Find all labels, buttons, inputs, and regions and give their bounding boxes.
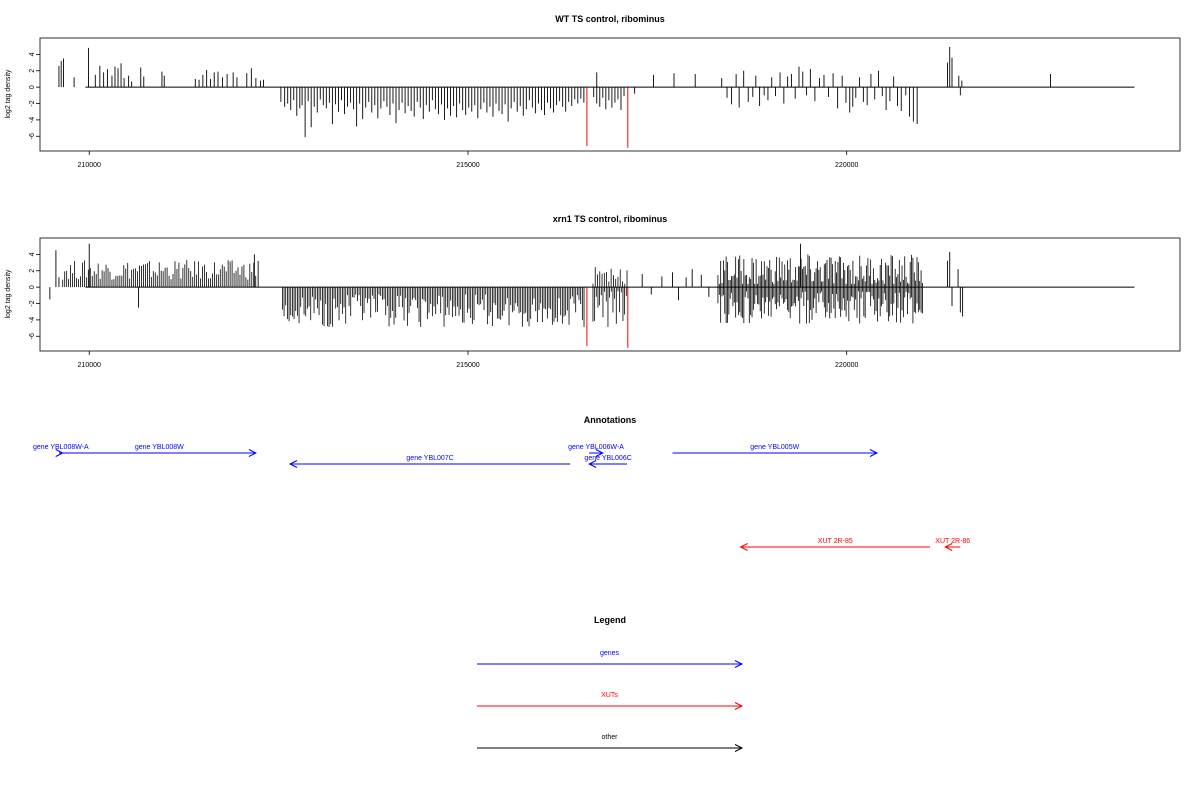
y-tick-label: 4 — [29, 252, 36, 256]
legend: Legend genes XUTs other — [477, 615, 744, 752]
feature-label: gene YBL007C — [406, 455, 453, 462]
feature-xut-2r-86: XUT 2R-86 — [935, 538, 970, 551]
legend-item-other: other — [477, 734, 744, 752]
x-tick-label: 210000 — [78, 162, 101, 169]
y-tick-label: -2 — [29, 300, 36, 306]
y-tick-label: 4 — [29, 52, 36, 56]
x-tick-label: 215000 — [456, 162, 479, 169]
arrow-head-icon — [588, 460, 597, 468]
feature-label: gene YBL006C — [584, 455, 631, 462]
feature-gene-ybl006w-a: gene YBL006W-A — [568, 444, 624, 457]
bars-layer — [58, 47, 1135, 148]
x-tick-label: 220000 — [835, 162, 858, 169]
legend-label: other — [602, 734, 619, 741]
x-axis: 210000 215000 220000 — [78, 151, 858, 169]
arrow-head-icon — [595, 449, 604, 457]
arrow-head-icon — [734, 660, 744, 668]
y-axis: -6 -4 -2 0 2 4 — [29, 52, 40, 139]
feature-gene-ybl005w: gene YBL005W — [672, 444, 879, 457]
arrow-head-icon — [944, 543, 953, 551]
legend-item-xuts: XUTs — [477, 692, 744, 710]
y-tick-label: -4 — [29, 117, 36, 123]
bars-layer — [49, 243, 1135, 348]
y-axis-label: log2 tag density — [5, 269, 12, 319]
y-tick-label: 0 — [29, 285, 36, 289]
x-tick-label: 215000 — [456, 362, 479, 369]
arrow-head-icon — [739, 543, 748, 551]
y-tick-label: -2 — [29, 100, 36, 106]
y-tick-label: -6 — [29, 333, 36, 339]
plot-frame — [39, 237, 1181, 352]
y-axis: -6 -4 -2 0 2 4 — [29, 252, 40, 339]
x-tick-label: 210000 — [78, 362, 101, 369]
x-axis: 210000 215000 220000 — [78, 351, 858, 369]
feature-label: XUT 2R-85 — [818, 538, 853, 545]
y-tick-label: 0 — [29, 85, 36, 89]
panel-title: WT TS control, ribominus — [555, 14, 665, 24]
panel-wt: WT TS control, ribominus log2 tag densit… — [5, 14, 1181, 169]
y-tick-label: -4 — [29, 317, 36, 323]
feature-arrows: gene YBL008W-A gene YBL008W gene YBL007C ge… — [33, 444, 970, 551]
arrow-head-icon — [288, 460, 298, 468]
x-tick-label: 220000 — [835, 362, 858, 369]
annotations-title: Annotations — [584, 415, 637, 425]
legend-label: genes — [600, 650, 620, 657]
feature-gene-ybl008w-a: gene YBL008W-A — [33, 444, 89, 457]
feature-xut-2r-85: XUT 2R-85 — [739, 538, 931, 551]
arrow-head-icon — [248, 449, 257, 457]
panel-title: xrn1 TS control, ribominus — [553, 214, 668, 224]
arrow-head-icon — [869, 449, 879, 457]
arrow-head-icon — [734, 702, 744, 710]
feature-label: gene YBL008W — [135, 444, 184, 451]
feature-label: gene YBL008W-A — [33, 444, 89, 451]
legend-item-genes: genes — [477, 650, 744, 668]
feature-label: gene YBL005W — [750, 444, 799, 451]
legend-title: Legend — [594, 615, 626, 625]
plot-frame — [39, 37, 1181, 152]
y-tick-label: -6 — [29, 133, 36, 139]
arrow-head-icon — [734, 744, 744, 752]
feature-gene-ybl006c: gene YBL006C — [584, 455, 632, 468]
feature-gene-ybl008w: gene YBL008W — [62, 444, 257, 457]
feature-label: XUT 2R-86 — [935, 538, 970, 545]
y-axis-label: log2 tag density — [5, 69, 12, 119]
feature-label: gene YBL006W-A — [568, 444, 624, 451]
legend-items: genes XUTs other — [477, 650, 744, 752]
feature-gene-ybl007c: gene YBL007C — [288, 455, 571, 468]
y-tick-label: 2 — [29, 69, 36, 73]
legend-label: XUTs — [601, 692, 618, 699]
y-tick-label: 2 — [29, 269, 36, 273]
panel-xrn1: xrn1 TS control, ribominus log2 tag dens… — [5, 214, 1181, 369]
annotations-panel: Annotations gene YBL008W-A gene YBL008Wge… — [33, 415, 970, 551]
